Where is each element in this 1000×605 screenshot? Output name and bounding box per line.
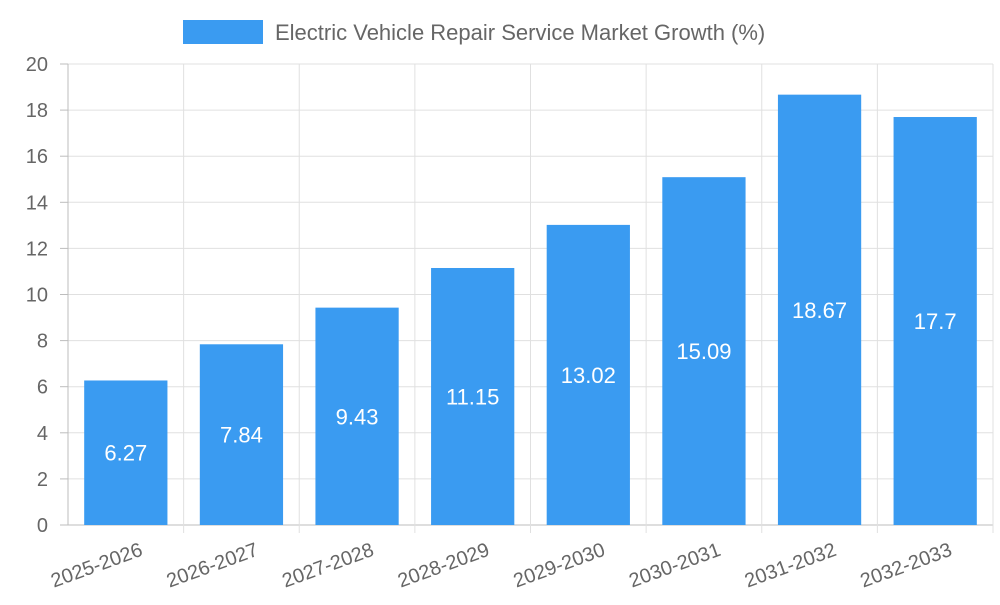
legend[interactable]: Electric Vehicle Repair Service Market G… xyxy=(183,20,765,45)
x-tick-label-2027-2028: 2027-2028 xyxy=(279,539,376,592)
y-tick-label: 12 xyxy=(26,238,48,260)
legend-swatch[interactable] xyxy=(183,20,263,44)
x-tick-label-2030-2031: 2030-2031 xyxy=(626,539,723,592)
x-tick-label-2029-2030: 2029-2030 xyxy=(511,539,608,592)
bar-2029-2030[interactable] xyxy=(546,224,630,525)
data-label-2031-2032: 18.67 xyxy=(792,298,847,323)
y-tick-label: 10 xyxy=(26,285,48,307)
x-tick-label-2031-2032: 2031-2032 xyxy=(742,539,839,592)
data-label-2025-2026: 6.27 xyxy=(104,441,147,466)
bar-2030-2031[interactable] xyxy=(662,177,746,525)
value-labels: 6.27 7.84 9.43 11.15 13.02 15.09 18.67 17.7 xyxy=(104,298,956,466)
data-label-2028-2029: 11.15 xyxy=(446,384,499,409)
grid xyxy=(67,63,994,533)
y-tick-label: 16 xyxy=(26,146,48,168)
y-tick-label: 8 xyxy=(37,331,48,353)
bar-2027-2028[interactable] xyxy=(315,307,399,525)
y-tick-label: 18 xyxy=(26,100,48,122)
y-tick-label: 0 xyxy=(37,515,48,537)
bar-2025-2026[interactable] xyxy=(84,380,168,525)
y-tick-label: 2 xyxy=(37,469,48,491)
y-tick-label: 20 xyxy=(26,54,48,76)
legend-label[interactable]: Electric Vehicle Repair Service Market G… xyxy=(275,20,765,45)
x-tick-label-2028-2029: 2028-2029 xyxy=(395,539,492,592)
bar-2028-2029[interactable] xyxy=(431,267,515,525)
data-label-2027-2028: 9.43 xyxy=(336,404,379,429)
bar-2032-2033[interactable] xyxy=(893,117,977,525)
data-label-2026-2027: 7.84 xyxy=(220,423,263,448)
y-tick-label: 14 xyxy=(26,192,48,214)
x-tick-label-2026-2027: 2026-2027 xyxy=(164,539,261,592)
bar-2026-2027[interactable] xyxy=(199,344,284,525)
data-label-2029-2030: 13.02 xyxy=(561,363,616,388)
y-tick-label: 6 xyxy=(37,377,48,399)
data-label-2032-2033: 17.7 xyxy=(914,309,957,334)
x-tick-label-2032-2033: 2032-2033 xyxy=(857,539,954,592)
bar-2031-2032[interactable] xyxy=(777,94,862,526)
y-tick-label: 4 xyxy=(37,423,48,445)
x-tick-label-2025-2026: 2025-2026 xyxy=(48,539,145,592)
data-label-2030-2031: 15.09 xyxy=(676,339,731,364)
bars xyxy=(84,94,977,526)
